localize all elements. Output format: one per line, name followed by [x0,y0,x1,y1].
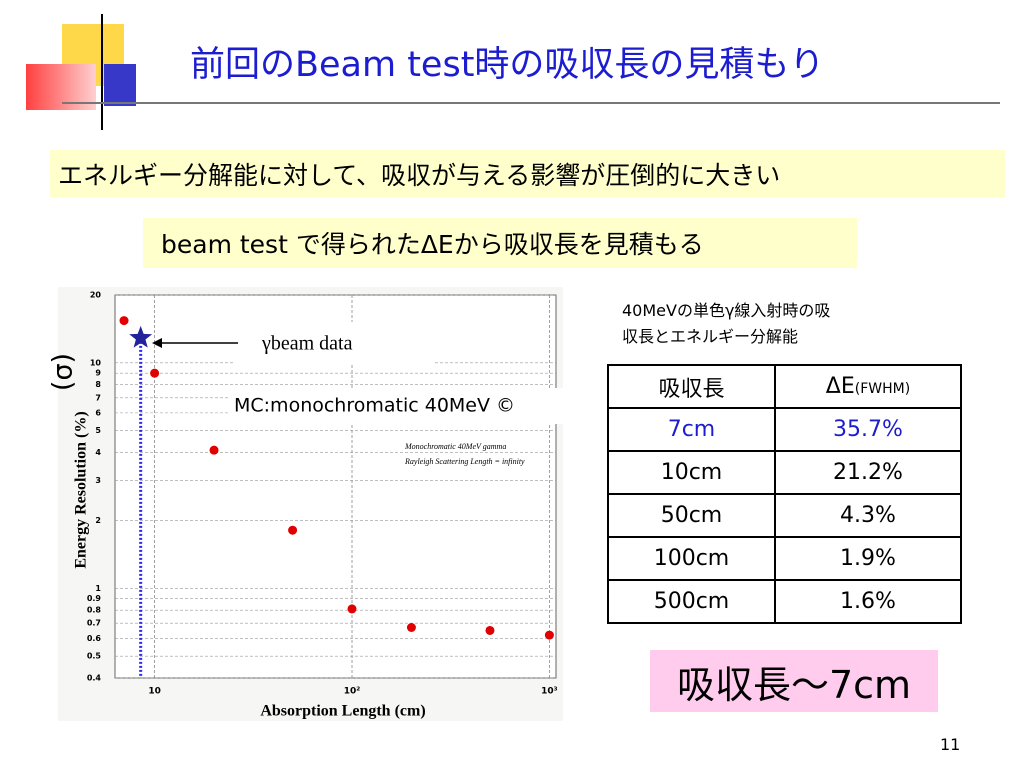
x-axis-label: Absorption Length (cm) [260,703,425,720]
point [129,325,153,348]
y-tick-label: 6 [95,408,101,417]
y-tick-label: 9 [95,369,101,378]
table-cell: 50cm [607,493,776,538]
legend-label: γbeam data [261,333,353,355]
y-axis-label: Energy Resolution (%) [73,411,90,568]
point [485,625,495,635]
table-cell: 35.7% [773,407,963,452]
y-tick-label: 20 [90,291,102,300]
x-tick-label: 10³ [541,687,558,697]
table-cell: 1.6% [773,579,963,624]
y-tick-label: 2 [95,516,101,525]
y-tick-label: 3 [95,476,101,485]
deco-square [104,64,136,106]
conclusion: 吸収長～7cm [650,650,938,712]
point [406,623,416,633]
bullet: beam test で得られたΔEから吸収長を見積もる [143,218,857,268]
table-row: 500cm 1.6% [607,579,963,624]
table-header: 吸収長 ΔE(FWHM) [607,364,963,409]
label-box [228,388,580,424]
y-tick-label: 0.4 [87,674,102,683]
y-tick-label: 0.5 [87,652,102,661]
y-tick-label: 0.6 [87,634,102,643]
legend-label: MC:monochromatic 40MeV © [234,395,515,417]
y-tick-label: 7 [95,393,101,402]
table-row: 7cm 35.7% [607,407,963,452]
table-cell: 7cm [607,407,776,452]
y-tick-label: 0.7 [87,619,101,628]
y-tick-label: 0.9 [87,594,102,603]
x-tick-label: 10 [148,687,161,697]
y-tick-label: 5 [95,426,101,435]
table-row: 50cm 4.3% [607,493,963,538]
table-cell: 10cm [607,450,776,495]
table-cell: 500cm [607,579,776,624]
point [150,368,160,378]
y-tick-label: 4 [95,448,101,457]
point [347,604,357,614]
plot-note: Monochromatic 40MeV gamma [404,442,506,451]
sigma-note: (σ) [48,353,79,391]
table-row: 100cm 1.9% [607,536,963,581]
table: 吸収長 ΔE(FWHM) 7cm 35.7% 10cm 21.2% 50cm 4.3% 100… [607,364,963,624]
y-tick-label: 1 [95,584,101,593]
table-cell: 100cm [607,536,776,581]
arrow-head [152,338,162,348]
header-text: ΔE [825,374,855,399]
note-line: 40MeVの単色γ線入射時の吸 [622,301,831,320]
y-tick-label: 8 [95,380,101,389]
label-box [235,322,435,365]
point [119,316,129,326]
table-cell: 21.2% [773,450,963,495]
point [288,525,298,535]
header-cell: 吸収長 [607,364,776,409]
table-cell: 1.9% [773,536,963,581]
point [209,445,219,455]
header-sub: (FWHM) [854,381,911,397]
y-tick-label: 10 [90,358,102,367]
table-cell: 4.3% [773,493,963,538]
slide-title: 前回のBeam test時の吸収長の見積もり [190,45,825,85]
y-tick-label: 0.8 [87,606,102,615]
table-row: 10cm 21.2% [607,450,963,495]
note-line: 収長とエネルギー分解能 [622,327,799,346]
x-tick-label: 10² [344,687,361,697]
table-note: 40MeVの単色γ線入射時の吸 収長とエネルギー分解能 [622,298,830,350]
point [544,630,554,640]
bullet: エネルギー分解能に対して、吸収が与える影響が圧倒的に大きい [50,150,1005,197]
page-number: 11 [940,735,961,754]
plot-note: Rayleigh Scattering Length = infinity [404,457,525,466]
header-cell: ΔE(FWHM) [773,364,963,409]
